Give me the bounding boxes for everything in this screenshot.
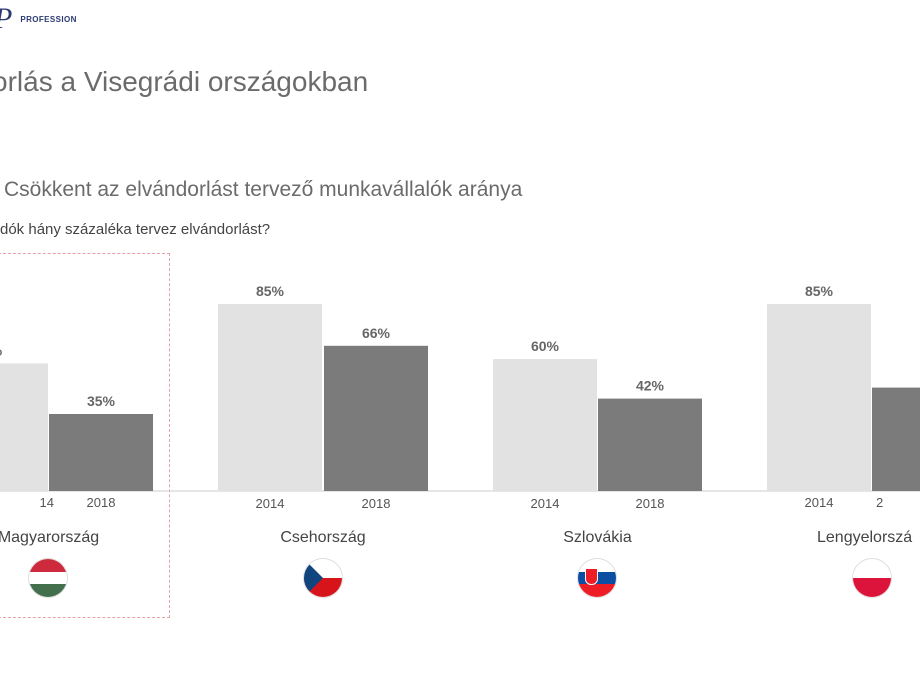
- bar-2018-2: [598, 398, 702, 491]
- bar-2014-2: [493, 359, 597, 491]
- chart-question: dók hány százaléka tervez elvándorlást?: [0, 221, 271, 238]
- bar-2014-3: [767, 304, 871, 491]
- logo-mark: P: [0, 4, 12, 34]
- bar-2018-3: [872, 387, 920, 491]
- chart-subtitle: Csökkent az elvándorlást tervező munkavá…: [4, 178, 523, 201]
- data-label-2018-0: 35%: [87, 393, 116, 409]
- bar-2018-0: [49, 414, 153, 491]
- data-label-2018-1: 66%: [362, 325, 391, 341]
- data-label-2014-0: %: [0, 342, 3, 358]
- czech-flag-icon: [304, 559, 342, 597]
- slovakia-flag-icon: [578, 559, 616, 597]
- x-tick-2018-2: 2018: [636, 496, 665, 511]
- page-title: orlás a Visegrádi országokban: [0, 66, 369, 97]
- x-tick-2018-0: 2018: [87, 495, 116, 510]
- data-label-2018-2: 42%: [636, 378, 665, 394]
- bar-2014-1: [218, 304, 322, 491]
- hungary-flag-icon: [29, 559, 67, 597]
- poland-flag-icon: [853, 559, 891, 597]
- x-tick-2014-1: 2014: [256, 496, 285, 511]
- x-tick-2014-3: 2014: [805, 495, 834, 510]
- profession-logo: P PROFESSION: [0, 4, 77, 34]
- x-tick-2014-0: 14: [40, 495, 54, 510]
- bar-2014-0: [0, 363, 48, 491]
- highlight-box: [0, 253, 170, 618]
- data-label-2014-2: 60%: [531, 338, 560, 354]
- category-label-0: Magyarország: [0, 529, 99, 546]
- data-label-2014-3: 85%: [805, 283, 834, 299]
- logo-text: PROFESSION: [20, 14, 77, 24]
- x-tick-2018-1: 2018: [362, 496, 391, 511]
- category-label-3: Lengyelorszá: [817, 529, 912, 546]
- category-label-2: Szlovákia: [563, 529, 632, 546]
- data-label-2014-1: 85%: [256, 283, 285, 299]
- category-label-1: Csehország: [280, 529, 365, 546]
- x-tick-2014-2: 2014: [531, 496, 560, 511]
- x-tick-2018-3: 2: [876, 495, 883, 510]
- bar-2018-1: [324, 345, 428, 491]
